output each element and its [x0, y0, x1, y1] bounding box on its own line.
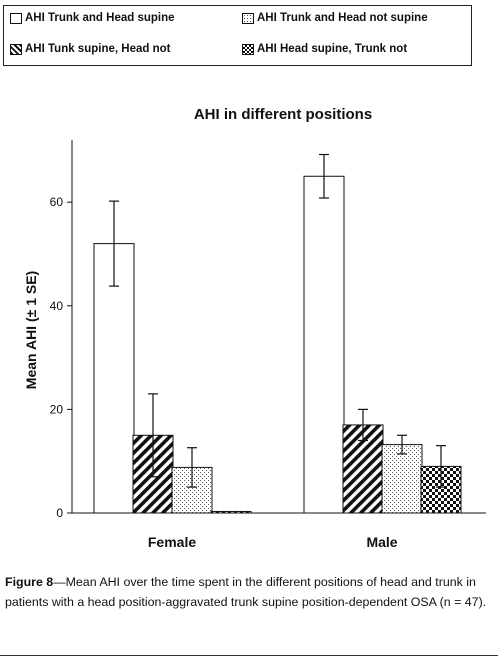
bar [210, 510, 252, 514]
y-tick-label: 20 [50, 402, 64, 416]
figure-label: Figure 8 [5, 575, 54, 589]
chart-title: AHI in different positions [194, 106, 372, 123]
legend-swatch [10, 12, 22, 24]
legend-item: AHI Trunk and Head not supine [242, 12, 428, 24]
x-tick-label: Male [366, 534, 397, 550]
legend-label: AHI Trunk and Head supine [25, 12, 175, 24]
figure-caption-text: —Mean AHI over the time spent in the dif… [5, 575, 487, 609]
legend-swatch [242, 12, 254, 24]
legend-label: AHI Head supine, Trunk not [257, 43, 408, 55]
bar [381, 444, 423, 514]
bottom-divider [0, 655, 498, 656]
bar [303, 175, 345, 514]
legend-item: AHI Tunk supine, Head not [10, 43, 170, 55]
legend-item: AHI Trunk and Head supine [10, 12, 175, 24]
legend-label: AHI Tunk supine, Head not [25, 43, 171, 55]
legend-swatch [242, 43, 254, 55]
legend-item: AHI Head supine, Trunk not [242, 43, 407, 55]
figure-caption: Figure 8—Mean AHI over the time spent in… [5, 572, 489, 612]
y-tick-label: 60 [50, 195, 64, 209]
x-tick-label: Female [148, 534, 196, 550]
legend: AHI Trunk and Head supine AHI Trunk and H… [3, 5, 472, 66]
y-tick-label: 0 [56, 506, 63, 520]
bar [93, 243, 135, 514]
chart: AHI in different positions Mean AHI (± 1… [23, 106, 486, 550]
legend-swatch [10, 43, 22, 55]
y-tick-label: 40 [50, 299, 64, 313]
y-axis-label: Mean AHI (± 1 SE) [23, 271, 39, 389]
legend-label: AHI Trunk and Head not supine [257, 12, 428, 24]
